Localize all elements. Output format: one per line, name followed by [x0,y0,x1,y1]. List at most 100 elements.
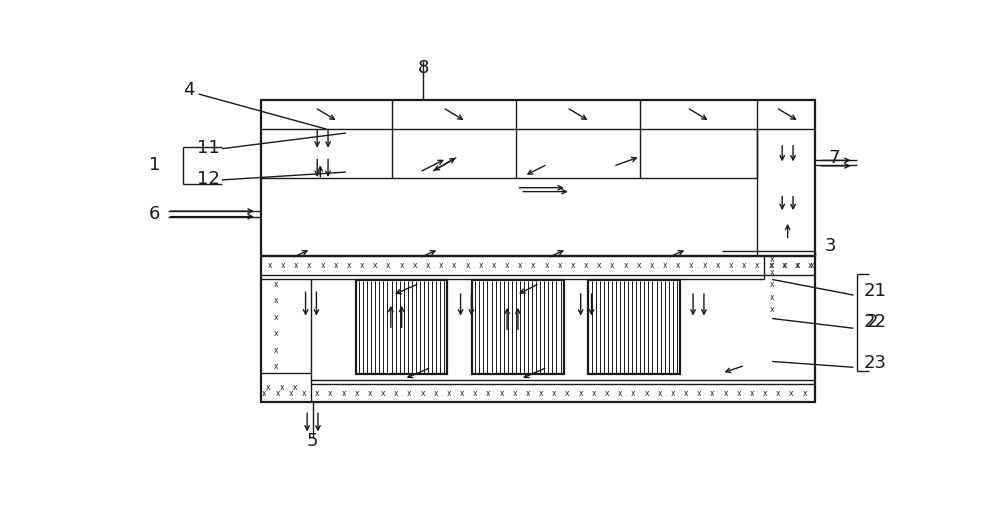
Text: x: x [320,261,325,270]
Text: x: x [644,388,649,397]
Text: x: x [341,388,346,397]
Text: x: x [407,388,412,397]
Text: x: x [465,261,470,270]
Text: x: x [420,388,425,397]
Bar [588,280,680,374]
Text: x: x [789,388,794,397]
Text: x: x [439,261,444,270]
Text: x: x [447,388,451,397]
Text: x: x [684,388,688,397]
Text: x: x [565,388,570,397]
Text: x: x [354,388,359,397]
Text: x: x [697,388,702,397]
Text: x: x [552,388,557,397]
Text: x: x [770,256,774,265]
Text: x: x [274,346,278,354]
Text: x: x [413,261,417,270]
Text: x: x [539,388,543,397]
Text: 23: 23 [864,354,887,373]
Bar [261,256,815,403]
Text: x: x [274,329,278,338]
Text: x: x [513,388,517,397]
Text: x: x [531,261,536,270]
Text: x: x [499,388,504,397]
Text: x: x [274,297,278,305]
Text: 5: 5 [307,432,318,451]
Text: x: x [347,261,351,270]
Text: x: x [584,261,588,270]
Text: x: x [770,293,774,302]
Text: x: x [373,261,378,270]
Text: x: x [266,383,271,392]
Text: x: x [808,261,812,270]
Text: x: x [571,261,575,270]
Text: x: x [781,261,786,270]
Text: x: x [631,388,636,397]
Text: x: x [505,261,509,270]
Text: 21: 21 [864,282,886,300]
Text: x: x [597,261,602,270]
Text: x: x [492,261,496,270]
Text: x: x [618,388,623,397]
Text: 12: 12 [197,170,220,188]
Text: x: x [289,388,293,397]
Text: x: x [795,261,799,270]
Text: x: x [275,388,280,397]
Text: x: x [637,261,641,270]
Text: x: x [518,261,523,270]
Text: x: x [368,388,372,397]
Text: x: x [770,280,774,289]
Text: x: x [763,388,767,397]
Text: x: x [809,261,814,270]
Text: x: x [623,261,628,270]
Text: x: x [783,261,788,270]
Text: x: x [394,388,399,397]
Text: x: x [770,305,774,314]
Text: x: x [770,261,774,270]
Text: x: x [796,261,801,270]
Text: x: x [689,261,694,270]
Text: x: x [710,388,715,397]
Text: x: x [315,388,320,397]
Text: x: x [486,388,491,397]
Text: x: x [729,261,733,270]
Bar [472,280,564,374]
Text: x: x [381,388,385,397]
Bar [261,100,815,256]
Text: x: x [776,388,781,397]
Text: 7: 7 [828,149,840,167]
Text: x: x [802,388,807,397]
Text: x: x [557,261,562,270]
Text: x: x [663,261,667,270]
Text: x: x [302,388,306,397]
Text: x: x [399,261,404,270]
Text: x: x [478,261,483,270]
Text: 2: 2 [867,313,879,332]
Text: x: x [328,388,333,397]
Text: x: x [736,388,741,397]
Text: x: x [333,261,338,270]
Text: x: x [755,261,760,270]
Text: 1: 1 [149,157,160,174]
Text: x: x [544,261,549,270]
Text: 22: 22 [864,313,887,332]
Text: x: x [657,388,662,397]
Text: x: x [750,388,754,397]
Text: x: x [452,261,457,270]
Text: x: x [592,388,596,397]
Text: x: x [578,388,583,397]
Text: x: x [770,268,774,277]
Text: x: x [473,388,478,397]
Text: x: x [274,280,278,289]
Text: x: x [292,383,297,392]
Text: x: x [650,261,654,270]
Text: 11: 11 [197,138,220,157]
Text: x: x [274,313,278,322]
Text: x: x [671,388,675,397]
Text: x: x [294,261,299,270]
Text: 3: 3 [824,237,836,256]
Text: 8: 8 [418,59,429,77]
Text: x: x [716,261,720,270]
Text: 6: 6 [149,205,160,223]
Text: x: x [279,383,284,392]
